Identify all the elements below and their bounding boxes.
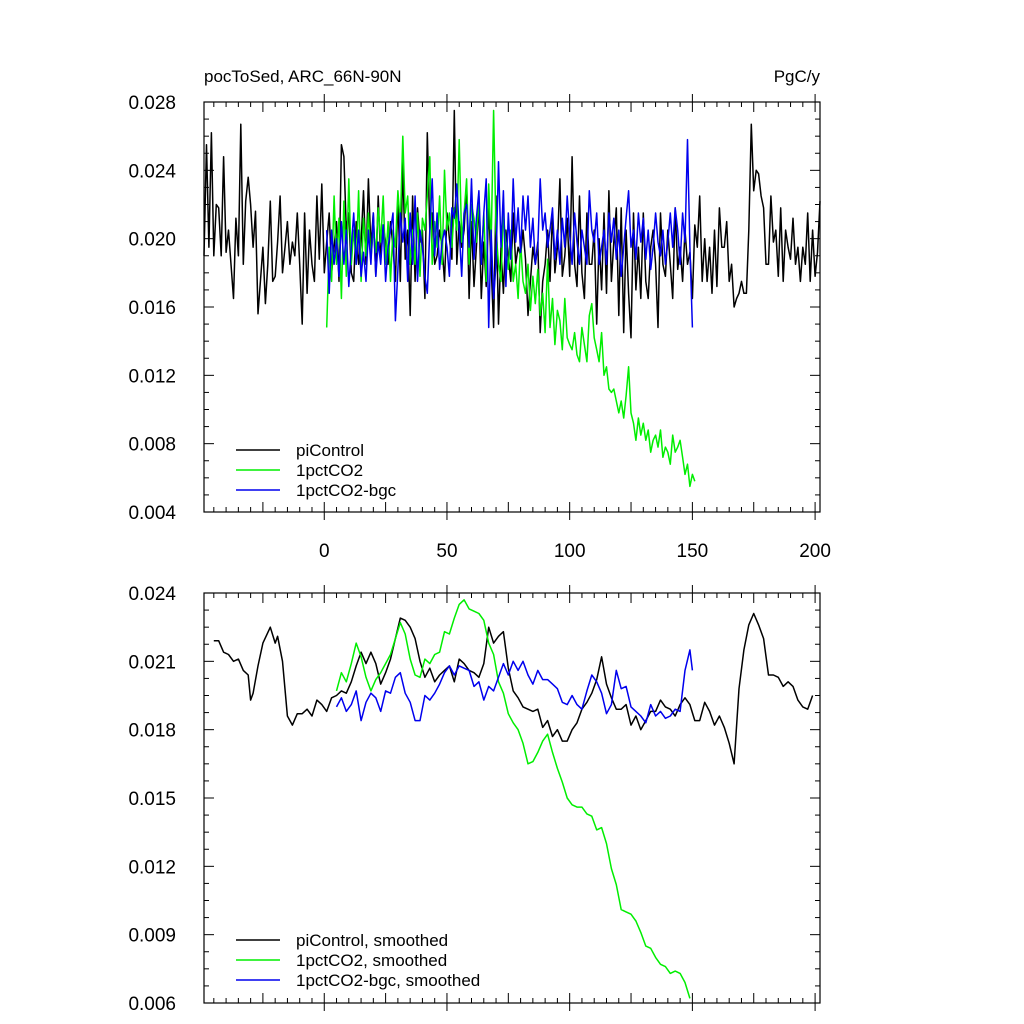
y-tick-label: 0.015 bbox=[128, 789, 176, 810]
series-line-picontrol-smoothed bbox=[213, 612, 814, 765]
y-tick-label: 0.012 bbox=[128, 366, 176, 387]
top-series-lines bbox=[203, 109, 821, 488]
units-label: PgC/y bbox=[774, 67, 821, 86]
bottom-series-lines bbox=[213, 599, 814, 999]
y-tick-label: 0.012 bbox=[128, 857, 176, 878]
y-tick-label: 0.020 bbox=[128, 230, 176, 251]
legend-label: piControl bbox=[296, 441, 364, 460]
legend-label: 1pctCO2, smoothed bbox=[296, 951, 447, 970]
bottom-panel: 0.006 0.009 0.012 0.015 0.018 0.021 0.024 piCo… bbox=[128, 584, 821, 1015]
top-panel: 0 50 100 150 200 0.004 0.008 0.012 0.016 0.020 0.0… bbox=[128, 93, 830, 562]
x-tick-label: 100 bbox=[554, 541, 586, 562]
legend-label: 1pctCO2-bgc, smoothed bbox=[296, 971, 480, 990]
y-tick-label: 0.028 bbox=[128, 93, 176, 114]
bottom-axis-ticks: 0.006 0.009 0.012 0.015 0.018 0.021 0.024 bbox=[128, 584, 820, 1015]
series-line-1pctco2 bbox=[325, 109, 696, 488]
y-tick-label: 0.021 bbox=[128, 652, 176, 673]
legend-label: 1pctCO2 bbox=[296, 461, 363, 480]
bottom-plot-frame bbox=[203, 592, 821, 1004]
x-tick-label: 200 bbox=[799, 541, 831, 562]
x-tick-label: 50 bbox=[436, 541, 457, 562]
legend-label: 1pctCO2-bgc bbox=[296, 481, 397, 500]
y-tick-label: 0.016 bbox=[128, 298, 176, 319]
top-axis-ticks: 0 50 100 150 200 0.004 0.008 0.012 0.016 0.020 0.0… bbox=[128, 93, 830, 562]
series-line-1pctco2-bgc-smoothed bbox=[335, 649, 694, 724]
series-line-1pctco2-smoothed bbox=[335, 599, 691, 999]
y-tick-label: 0.018 bbox=[128, 721, 176, 742]
chart-title: pocToSed, ARC_66N-90N bbox=[204, 67, 402, 86]
y-tick-label: 0.024 bbox=[128, 584, 176, 605]
y-tick-label: 0.024 bbox=[128, 161, 176, 182]
series-line-1pctco2-bgc bbox=[325, 138, 694, 329]
top-plot-frame bbox=[203, 101, 821, 513]
x-tick-label: 150 bbox=[677, 541, 709, 562]
y-tick-label: 0.008 bbox=[128, 435, 176, 456]
y-tick-label: 0.006 bbox=[128, 994, 176, 1015]
y-tick-label: 0.004 bbox=[128, 503, 176, 524]
x-tick-label: 0 bbox=[319, 541, 330, 562]
y-tick-label: 0.009 bbox=[128, 926, 176, 947]
legend-label: piControl, smoothed bbox=[296, 931, 448, 950]
